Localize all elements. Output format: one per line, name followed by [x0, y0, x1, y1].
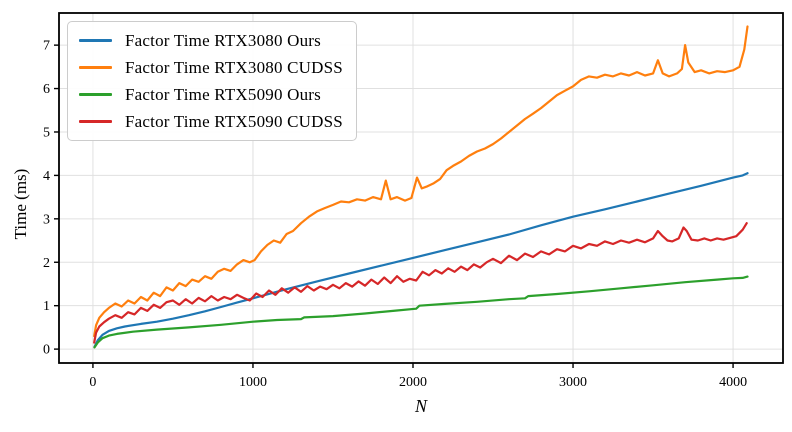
series-line-3 [93, 222, 748, 344]
legend: Factor Time RTX3080 Ours Factor Time RTX3… [67, 21, 357, 141]
y-tick-label-0: 0 [43, 343, 50, 358]
y-tick-label-5: 5 [43, 125, 50, 140]
legend-item-2: Factor Time RTX5090 Ours [79, 84, 343, 105]
legend-line-swatch-1 [79, 65, 112, 70]
legend-line-swatch-2 [79, 92, 112, 97]
x-tick-label-4000: 4000 [719, 375, 747, 390]
x-tick-label-3000: 3000 [559, 375, 587, 390]
legend-line-swatch-3 [79, 119, 112, 124]
legend-item-3: Factor Time RTX5090 CUDSS [79, 111, 343, 132]
legend-label-1: Factor Time RTX3080 CUDSS [125, 57, 343, 77]
y-axis-label: Time (ms) [11, 168, 30, 240]
legend-item-0: Factor Time RTX3080 Ours [79, 30, 343, 51]
legend-line-swatch-0 [79, 38, 112, 43]
series-line-0 [93, 172, 749, 348]
y-tick-label-7: 7 [43, 39, 50, 54]
series-line-1 [93, 25, 749, 338]
x-tick-label-1000: 1000 [239, 375, 267, 390]
y-tick-label-6: 6 [43, 82, 50, 97]
series-line-2 [93, 275, 749, 349]
legend-label-0: Factor Time RTX3080 Ours [125, 30, 321, 50]
x-axis-label: N [414, 396, 427, 416]
y-tick-label-4: 4 [43, 169, 50, 184]
legend-label-3: Factor Time RTX5090 CUDSS [125, 111, 343, 131]
y-tick-label-1: 1 [43, 299, 50, 314]
x-tick-label-0: 0 [89, 375, 96, 390]
axes-frame [58, 12, 784, 364]
legend-label-2: Factor Time RTX5090 Ours [125, 84, 321, 104]
legend-item-1: Factor Time RTX3080 CUDSS [79, 57, 343, 78]
x-tick-label-2000: 2000 [399, 375, 427, 390]
y-tick-label-2: 2 [43, 256, 50, 271]
y-tick-label-3: 3 [43, 212, 50, 227]
